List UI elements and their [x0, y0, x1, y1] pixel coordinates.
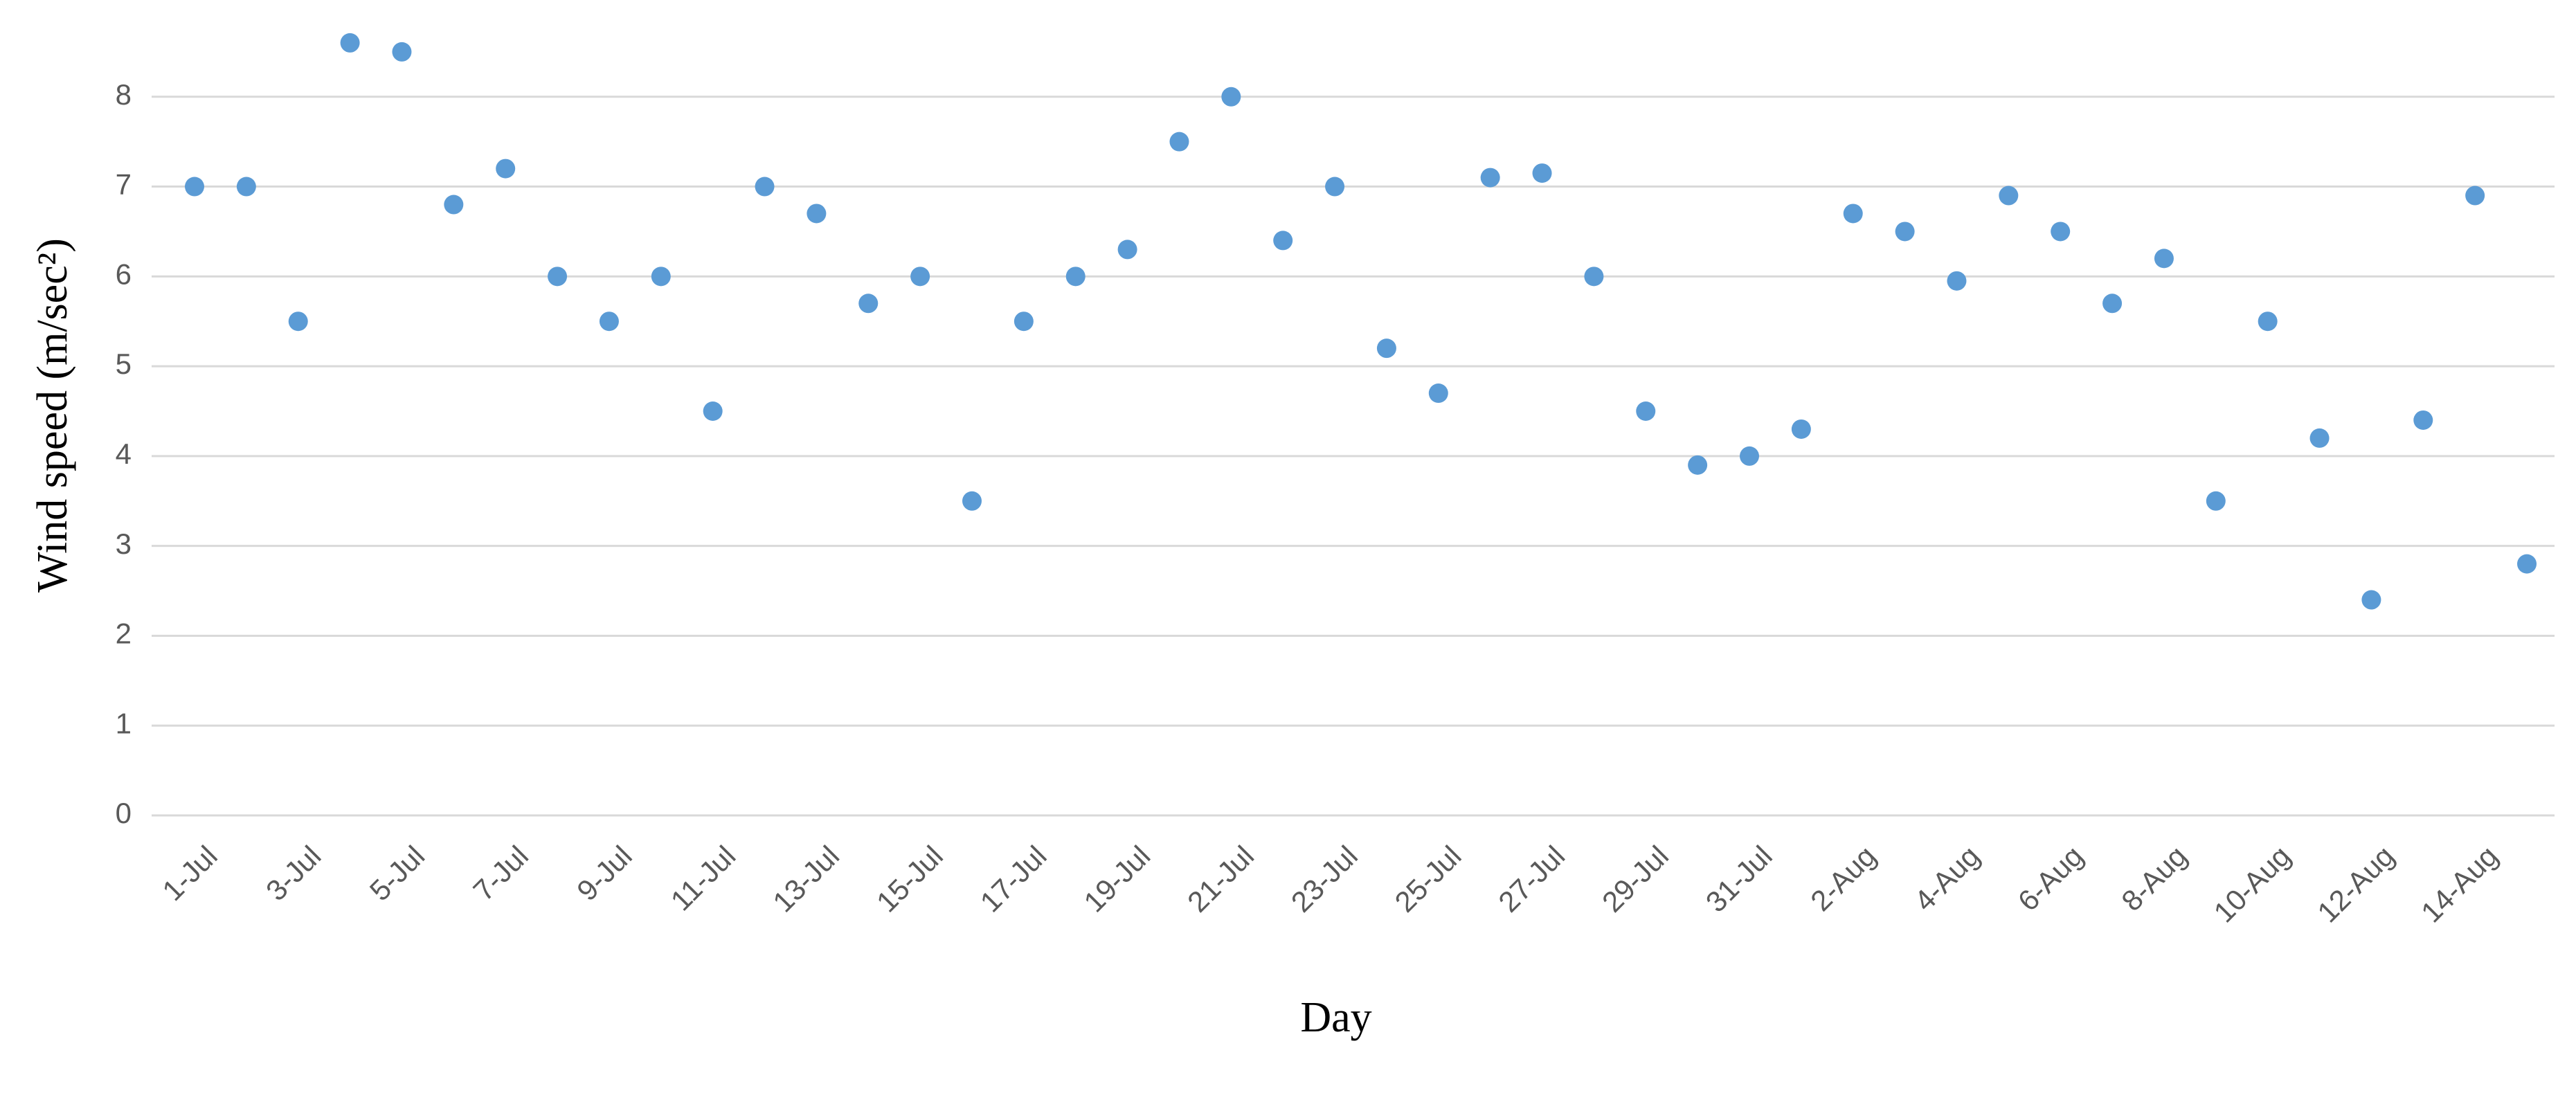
- data-point: [1740, 446, 1759, 466]
- data-point: [2465, 186, 2485, 206]
- x-tick-label: 11-Jul: [665, 840, 742, 917]
- x-tick-label: 10-Aug: [2208, 840, 2297, 929]
- x-tick-label: 29-Jul: [1596, 840, 1675, 919]
- y-tick-label: 5: [116, 347, 132, 380]
- data-point: [1117, 240, 1137, 260]
- y-tick-label: 7: [116, 168, 132, 201]
- data-point: [755, 177, 775, 197]
- y-tick-label: 1: [116, 707, 132, 739]
- data-point: [2413, 410, 2433, 430]
- y-tick-label: 6: [116, 258, 132, 290]
- data-point: [2258, 311, 2278, 332]
- y-tick-label: 8: [116, 78, 132, 111]
- x-tick-label: 15-Jul: [870, 840, 949, 919]
- data-point: [1428, 383, 1448, 404]
- data-point: [2206, 491, 2226, 511]
- data-point: [1636, 401, 1656, 421]
- data-point: [392, 42, 412, 62]
- x-axis-title: Day: [1300, 994, 1371, 1041]
- data-point: [340, 33, 360, 53]
- data-point: [1688, 455, 1708, 475]
- x-tick-label: 4-Aug: [1908, 840, 1985, 917]
- x-tick-label: 2-Aug: [1804, 840, 1882, 917]
- data-point: [1584, 267, 1604, 287]
- y-axis-title: Wind speed (m/sec²): [29, 238, 76, 593]
- data-point: [599, 311, 619, 332]
- x-tick-label: 12-Aug: [2311, 840, 2400, 929]
- data-point: [910, 267, 930, 287]
- data-point: [2361, 590, 2381, 610]
- data-point: [1325, 177, 1345, 197]
- data-point: [2309, 428, 2330, 448]
- data-point: [2154, 249, 2174, 269]
- data-point: [1273, 231, 1293, 251]
- x-tick-label: 6-Aug: [2012, 840, 2089, 917]
- data-point: [1480, 168, 1500, 188]
- data-point: [496, 159, 516, 179]
- data-point: [1376, 338, 1396, 359]
- x-tick-label: 7-Jul: [467, 840, 534, 907]
- data-point: [2102, 293, 2123, 314]
- data-point: [548, 267, 568, 287]
- data-point: [288, 311, 308, 332]
- data-point: [1532, 163, 1552, 183]
- x-tick-label: 8-Aug: [2115, 840, 2192, 917]
- data-point: [703, 401, 723, 421]
- y-tick-label: 2: [116, 617, 132, 650]
- data-point: [807, 204, 827, 224]
- x-tick-label: 9-Jul: [570, 840, 638, 907]
- x-tick-label: 17-Jul: [974, 840, 1053, 919]
- data-point: [1169, 132, 1189, 152]
- data-point: [236, 177, 256, 197]
- data-point: [1947, 271, 1967, 291]
- data-point: [185, 177, 204, 197]
- data-point: [1843, 204, 1863, 224]
- data-point: [2517, 554, 2537, 574]
- x-tick-label: 5-Jul: [363, 840, 431, 907]
- x-tick-label: 27-Jul: [1492, 840, 1571, 919]
- x-tick-label: 21-Jul: [1181, 840, 1260, 919]
- data-point: [1791, 419, 1811, 439]
- x-tick-label: 31-Jul: [1700, 840, 1778, 919]
- data-point: [1895, 222, 1915, 242]
- data-point: [1014, 311, 1034, 332]
- y-tick-label: 4: [116, 437, 132, 470]
- data-point: [858, 293, 879, 314]
- x-tick-label: 23-Jul: [1285, 840, 1364, 919]
- data-point: [2051, 222, 2071, 242]
- x-tick-label: 19-Jul: [1077, 840, 1156, 919]
- data-point: [962, 491, 982, 511]
- x-tick-label: 13-Jul: [766, 840, 845, 919]
- x-tick-label: 3-Jul: [260, 840, 327, 907]
- x-tick-label: 25-Jul: [1389, 840, 1468, 919]
- data-point: [1065, 267, 1086, 287]
- y-tick-label: 3: [116, 527, 132, 560]
- data-point: [444, 195, 464, 215]
- x-tick-label: 1-Jul: [156, 840, 224, 907]
- data-point: [1999, 186, 2019, 206]
- data-point: [1221, 87, 1241, 107]
- x-tick-label: 14-Aug: [2415, 840, 2504, 929]
- data-point: [651, 267, 671, 287]
- y-tick-label: 0: [116, 797, 132, 829]
